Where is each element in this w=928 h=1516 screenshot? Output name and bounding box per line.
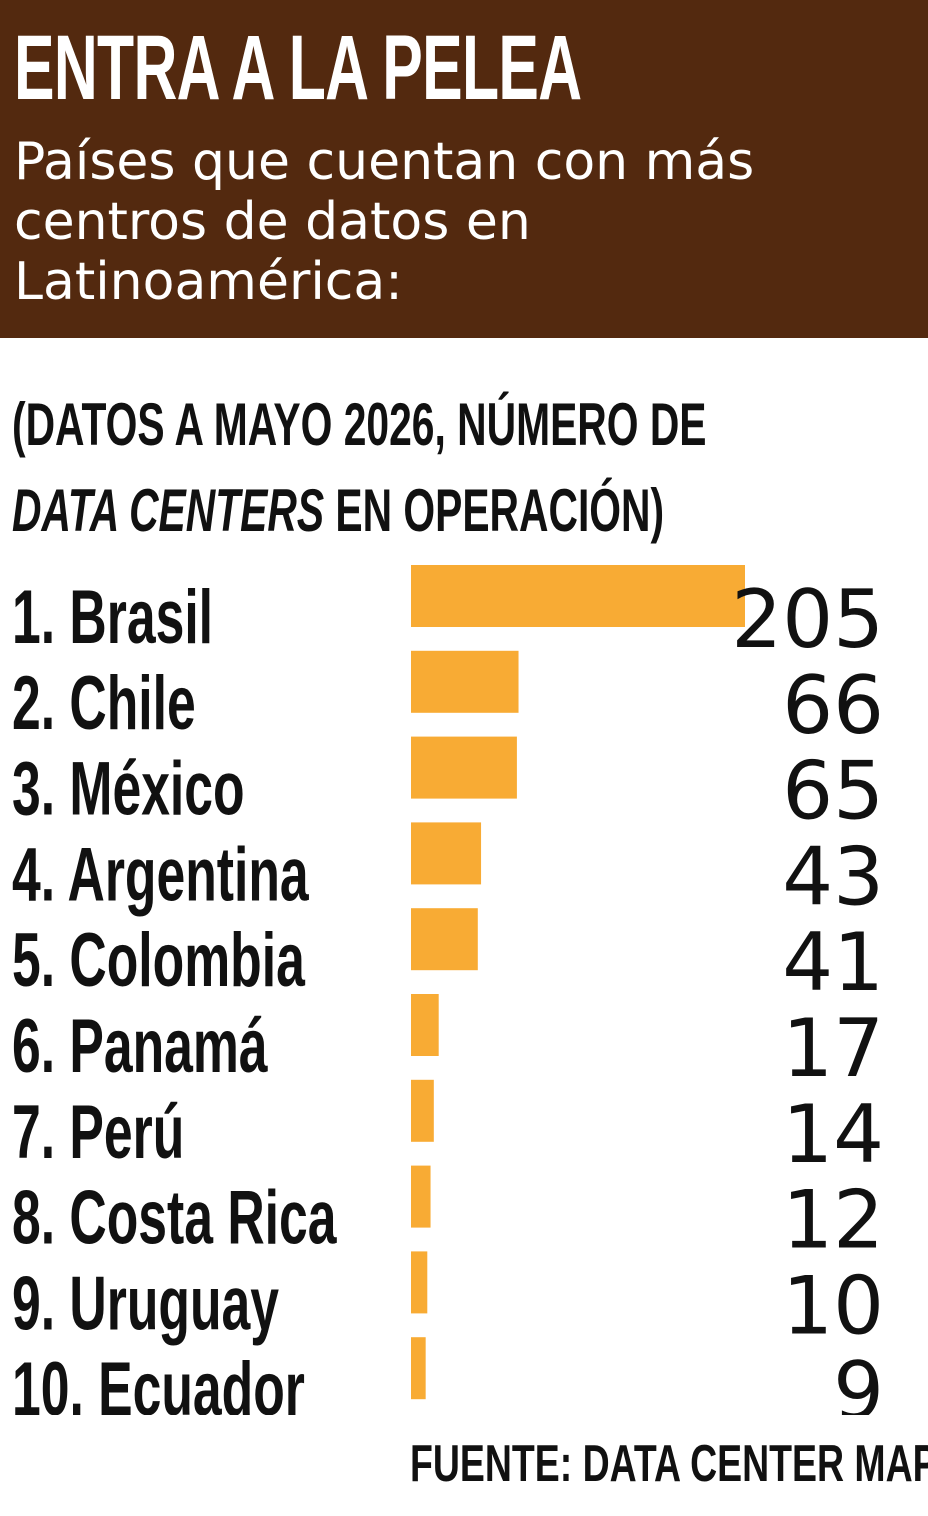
bar-3: [411, 736, 517, 799]
value-label-10: 9: [833, 1345, 884, 1415]
category-label-1: 1. Brasil: [12, 574, 213, 659]
category-label-2: 2. Chile: [12, 660, 196, 745]
value-label-6: 17: [782, 1002, 884, 1095]
chart-subtitle: Países que cuentan con más centros de da…: [14, 132, 755, 312]
bar-9: [411, 1251, 428, 1314]
bar-5: [411, 908, 478, 971]
data-note-line-2: DATA CENTERS EN OPERACIÓN): [12, 468, 707, 554]
value-label-5: 41: [782, 916, 884, 1009]
category-label-4: 4. Argentina: [12, 831, 309, 916]
source-credit: FUENTE: DATA CENTER MAP: [410, 1435, 928, 1493]
data-note-rest: EN OPERACIÓN): [324, 477, 665, 544]
bar-8: [411, 1165, 431, 1228]
value-label-3: 65: [782, 745, 884, 838]
category-label-5: 5. Colombia: [12, 917, 305, 1002]
bar-10: [411, 1337, 426, 1400]
header-banner: ENTRA A LA PELEA Países que cuentan con …: [0, 0, 928, 338]
bar-6: [411, 994, 439, 1056]
bar-2: [411, 650, 519, 713]
category-label-6: 6. Panamá: [12, 1003, 268, 1088]
bar-1: [411, 565, 745, 627]
data-note: (DATOS A MAYO 2026, NÚMERO DE DATA CENTE…: [12, 382, 707, 554]
bar-4: [411, 822, 482, 885]
category-label-10: 10. Ecuador: [12, 1346, 305, 1415]
bar-7: [411, 1079, 434, 1142]
category-label-7: 7. Perú: [12, 1089, 184, 1174]
value-label-7: 14: [782, 1088, 884, 1181]
data-note-line-1: (DATOS A MAYO 2026, NÚMERO DE: [12, 391, 707, 458]
bar-chart: 1. Brasil 205 2. Chile 66 3. México 65 4. Arge…: [12, 565, 884, 1415]
value-label-1: 205: [731, 573, 884, 666]
category-label-9: 9. Uruguay: [12, 1260, 279, 1345]
data-note-italic: DATA CENTERS: [12, 477, 325, 544]
value-label-9: 10: [782, 1259, 884, 1352]
category-label-8: 8. Costa Rica: [12, 1175, 337, 1260]
category-label-3: 3. México: [12, 746, 245, 831]
value-label-4: 43: [782, 830, 884, 923]
chart-title: ENTRA A LA PELEA: [14, 17, 582, 119]
value-label-8: 12: [782, 1174, 884, 1267]
value-label-2: 66: [782, 659, 884, 752]
